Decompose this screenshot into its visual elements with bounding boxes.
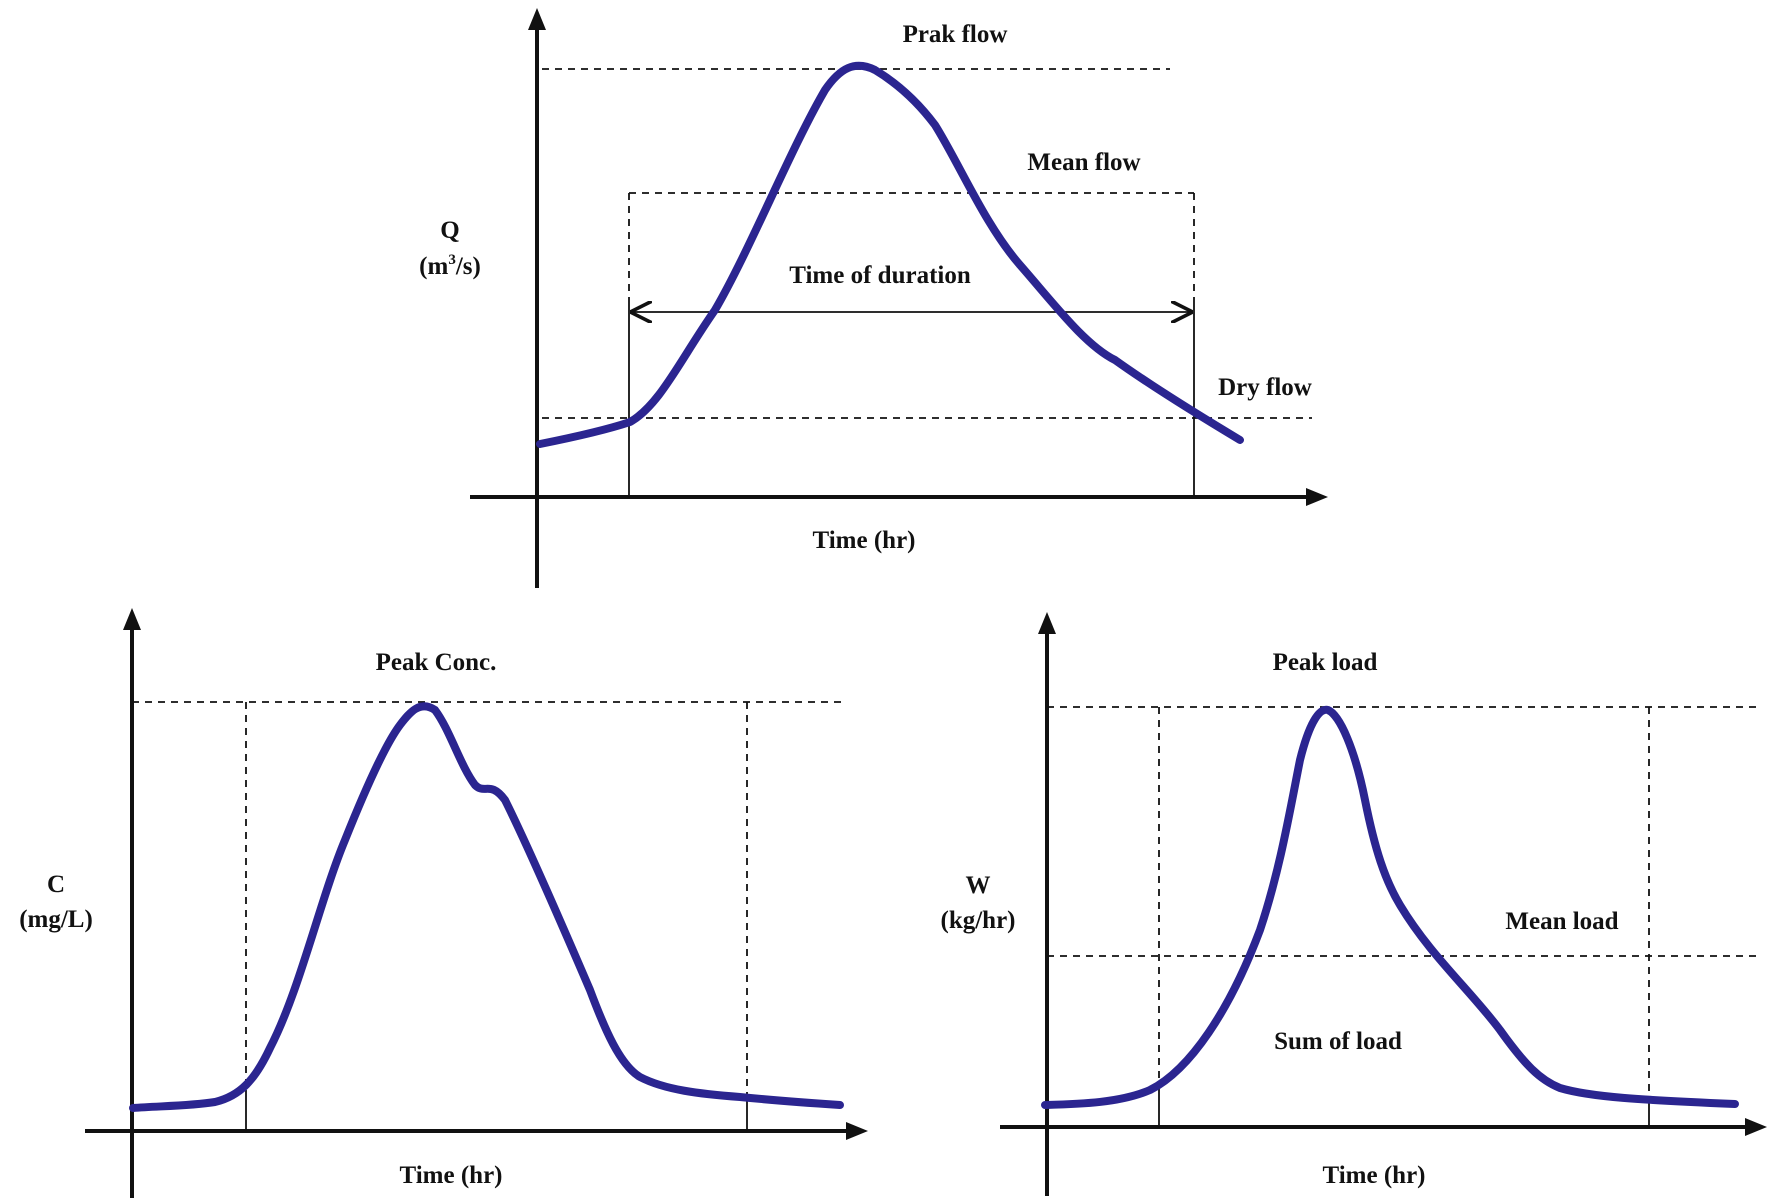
peak-conc-label: Peak Conc. <box>376 649 497 676</box>
load-y-unit: (kg/hr) <box>941 907 1016 934</box>
conc-x-axis-arrowhead <box>846 1122 868 1140</box>
flow-x-label: Time (hr) <box>813 527 916 554</box>
conc-x-label: Time (hr) <box>400 1162 503 1189</box>
flow-y-label: Q <box>440 217 459 244</box>
sum-load-label: Sum of load <box>1274 1028 1402 1055</box>
mean-flow-label: Mean flow <box>1027 149 1140 176</box>
flow-x-axis-arrowhead <box>1306 488 1328 506</box>
mean-load-label: Mean load <box>1505 908 1618 935</box>
dry-flow-label: Dry flow <box>1218 374 1312 401</box>
conc-y-unit: (mg/L) <box>19 906 93 933</box>
load-x-axis-arrowhead <box>1745 1118 1767 1136</box>
flow-curve <box>536 61 1244 448</box>
load-y-label: W <box>966 872 991 899</box>
load-curve <box>1041 705 1739 1109</box>
concentration-panel: C (mg/L) Peak Conc. Time (hr) <box>19 608 868 1198</box>
load-x-label: Time (hr) <box>1323 1162 1426 1189</box>
load-y-axis-arrowhead <box>1038 612 1056 634</box>
duration-label: Time of duration <box>789 262 971 289</box>
peak-flow-label: Prak flow <box>903 21 1008 48</box>
peak-load-label: Peak load <box>1273 649 1378 676</box>
flow-y-unit: (m3/s) <box>419 252 481 280</box>
conc-curve <box>129 702 844 1112</box>
flow-y-axis-arrowhead <box>528 8 546 30</box>
load-panel: W (kg/hr) Peak load Mean load Sum of loa… <box>941 612 1767 1196</box>
conc-y-label: C <box>47 871 65 898</box>
conc-y-axis-arrowhead <box>123 608 141 630</box>
flow-panel: Q (m3/s) Prak flow Mean flow Time of dur… <box>419 8 1328 588</box>
